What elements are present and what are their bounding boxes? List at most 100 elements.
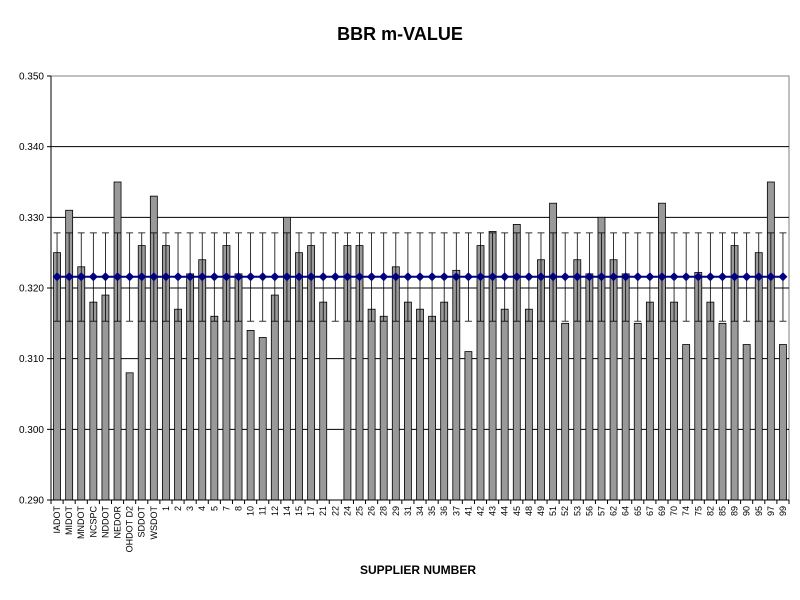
x-tick-label: 85	[717, 506, 727, 516]
x-tick-label: NCSPC	[88, 506, 98, 538]
x-tick-label: IADOT	[52, 506, 62, 534]
bar	[174, 308, 182, 501]
mean-marker	[270, 272, 280, 282]
bar	[270, 294, 279, 501]
x-tick-label: 22	[330, 506, 340, 516]
x-tick-label: 2	[173, 506, 183, 511]
bar	[561, 322, 570, 501]
mean-marker	[548, 272, 558, 282]
x-tick-label: 57	[596, 506, 606, 516]
bar	[428, 315, 437, 501]
x-tick-label: 24	[342, 506, 352, 516]
x-tick-label: 28	[379, 506, 389, 516]
x-tick-label: 64	[621, 506, 631, 516]
mean-marker	[246, 272, 256, 282]
bar	[706, 301, 715, 501]
mean-marker	[221, 272, 231, 282]
x-tick-label: 17	[306, 506, 316, 516]
mean-marker	[705, 272, 715, 282]
mean-marker	[64, 272, 74, 282]
mean-marker	[342, 272, 352, 282]
x-tick-label: 65	[633, 506, 643, 516]
mean-marker	[149, 272, 159, 282]
y-tick-label: 0.350	[19, 72, 44, 83]
mean-marker	[500, 272, 510, 282]
bar	[246, 329, 255, 501]
mean-marker	[512, 272, 522, 282]
mean-marker	[185, 272, 195, 282]
bar	[766, 181, 775, 501]
mean-marker	[125, 272, 135, 282]
x-tick-label: 69	[657, 506, 667, 516]
x-tick-label: 26	[367, 506, 377, 516]
mean-marker	[754, 272, 764, 282]
bar	[210, 315, 219, 501]
y-tick-label: 0.290	[19, 496, 44, 507]
x-tick-label: 31	[403, 506, 413, 516]
bar	[464, 351, 473, 501]
x-tick-label: 42	[475, 506, 485, 516]
mean-marker	[488, 272, 498, 282]
bar	[101, 294, 110, 501]
bar	[524, 308, 533, 501]
mean-marker	[379, 272, 389, 282]
x-tick-label: 5	[209, 506, 219, 511]
x-tick-label: 3	[185, 506, 195, 511]
bar	[416, 308, 424, 501]
mean-marker	[282, 272, 292, 282]
bar	[500, 308, 509, 501]
mean-marker	[306, 272, 316, 282]
x-tick-label: 45	[512, 506, 522, 516]
x-tick-label: 37	[451, 506, 461, 516]
mean-marker	[766, 272, 776, 282]
x-tick-label: 90	[742, 506, 752, 516]
mean-line	[52, 272, 788, 282]
mean-marker	[693, 272, 703, 282]
x-tick-label: 52	[560, 506, 570, 516]
bar	[440, 301, 449, 501]
mean-marker	[391, 272, 401, 282]
x-tick-label: 35	[427, 506, 437, 516]
x-tick-label: 51	[548, 506, 558, 516]
x-tick-label: 53	[572, 506, 582, 516]
mean-marker	[778, 272, 788, 282]
x-tick-label: NDDOT	[100, 506, 110, 538]
y-tick-label: 0.340	[19, 142, 44, 153]
y-tick-label: 0.300	[19, 425, 44, 436]
y-tick-label: 0.330	[19, 213, 44, 224]
x-tick-label: 56	[584, 506, 594, 516]
mean-marker	[355, 272, 365, 282]
mean-marker	[524, 272, 534, 282]
x-tick-label: 25	[355, 506, 365, 516]
mean-marker	[560, 272, 570, 282]
y-axis-ticks: 0.290 0.300 0.310 0.320 0.330 0.340 0.350	[19, 72, 52, 507]
mean-marker	[137, 272, 147, 282]
x-tick-label: MNDOT	[76, 506, 86, 539]
bar	[258, 337, 267, 501]
mean-marker	[209, 272, 219, 282]
bar	[113, 181, 122, 501]
x-tick-label: 29	[391, 506, 401, 516]
mean-marker	[258, 272, 268, 282]
x-tick-label: SDDOT	[137, 505, 147, 537]
mean-marker	[717, 272, 727, 282]
x-tick-label: OHDOT D2	[125, 506, 135, 552]
x-tick-label: 44	[500, 506, 510, 516]
x-tick-label: 97	[766, 506, 776, 516]
mean-marker	[100, 272, 110, 282]
x-tick-label: 21	[318, 506, 328, 516]
x-tick-label: 89	[730, 506, 740, 516]
mean-marker	[197, 272, 207, 282]
x-axis-title: SUPPLIER NUMBER	[360, 563, 476, 577]
mean-marker	[596, 272, 606, 282]
x-axis-ticks: IADOT MIDOT MNDOT NCSPC NDDOT NEDOR OHDOT D2 SD…	[50, 499, 790, 552]
x-tick-label: WSDOT	[149, 506, 159, 540]
mean-marker	[294, 272, 304, 282]
mean-marker	[367, 272, 377, 282]
mean-marker	[234, 272, 244, 282]
x-tick-label: 10	[246, 506, 256, 516]
bar	[682, 344, 691, 501]
bar	[367, 308, 376, 501]
mean-marker	[633, 272, 643, 282]
